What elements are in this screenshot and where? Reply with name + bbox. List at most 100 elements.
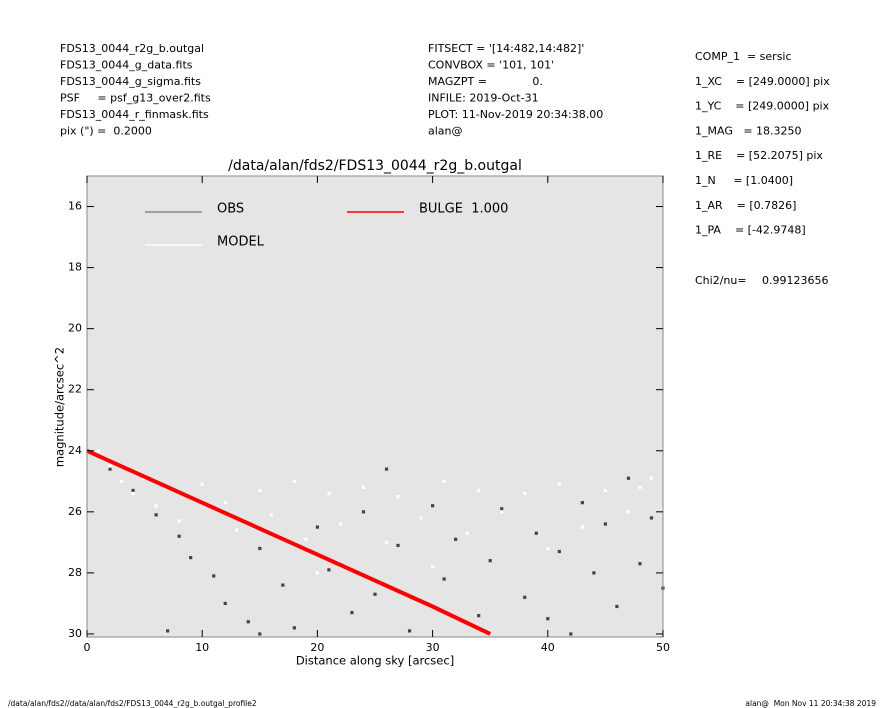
- data-point: [96, 449, 101, 453]
- plot-area: [87, 176, 663, 637]
- y-tick-label: 22: [68, 383, 82, 396]
- x-tick-label: 30: [426, 641, 440, 654]
- fit-parameter: 1_AR = [0.7826]: [695, 199, 796, 212]
- data-point: [292, 626, 296, 630]
- x-tick-label: 10: [195, 641, 209, 654]
- data-point: [384, 540, 389, 544]
- data-point: [477, 488, 481, 493]
- data-point: [546, 546, 550, 551]
- data-point: [396, 494, 400, 499]
- data-point: [442, 577, 446, 581]
- x-tick-label: 40: [541, 641, 555, 654]
- data-point: [431, 565, 435, 569]
- data-point: [500, 507, 504, 511]
- data-point: [177, 534, 181, 538]
- data-point: [373, 592, 377, 596]
- data-point: [534, 531, 538, 535]
- header-left-line: FDS13_0044_r_finmask.fits: [60, 108, 209, 121]
- y-tick-label: 18: [68, 261, 82, 274]
- data-point: [649, 476, 654, 480]
- data-point: [419, 516, 423, 520]
- y-tick-label: 30: [68, 627, 82, 640]
- data-point: [189, 556, 193, 560]
- header-middle-line: CONVBOX = '101, 101': [428, 59, 554, 72]
- header-left-line: PSF = psf_g13_over2.fits: [60, 92, 211, 105]
- fit-parameter: 1_YC = [249.0000] pix: [695, 100, 830, 113]
- data-point: [569, 632, 573, 636]
- fit-parameter: 1_XC = [249.0000] pix: [695, 75, 830, 88]
- data-point: [431, 504, 435, 508]
- data-point: [361, 485, 366, 490]
- header-middle-line: alan@: [428, 125, 463, 138]
- data-point: [108, 464, 112, 468]
- data-point: [327, 491, 331, 496]
- fit-parameter: 1_MAG = 18.3250: [695, 124, 802, 137]
- data-point: [638, 562, 642, 566]
- y-axis-label: magnitude/arcsec^2: [53, 347, 67, 467]
- header-middle-line: FITSECT = '[14:482,14:482]': [428, 42, 584, 55]
- fit-parameter: 1_RE = [52.2075] pix: [695, 149, 823, 162]
- x-tick-label: 20: [310, 641, 324, 654]
- x-tick-label: 50: [656, 641, 670, 654]
- data-point: [465, 531, 469, 535]
- y-tick-label: 20: [68, 322, 82, 335]
- data-point: [154, 513, 158, 517]
- data-point: [269, 513, 273, 517]
- header-left-line: FDS13_0044_g_sigma.fits: [60, 75, 201, 88]
- y-tick-label: 24: [68, 444, 82, 457]
- data-point: [442, 479, 446, 483]
- data-point: [315, 525, 319, 529]
- data-point: [177, 519, 181, 523]
- data-point: [454, 537, 458, 541]
- fit-parameter: 1_N = [1.0400]: [695, 174, 793, 187]
- data-point: [223, 601, 227, 606]
- data-point: [258, 546, 262, 551]
- fit-parameter: 1_PA = [-42.9748]: [695, 224, 806, 237]
- data-point: [615, 604, 619, 609]
- y-tick-label: 28: [68, 566, 82, 579]
- data-point: [108, 467, 112, 471]
- footer-left: /data/alan/fds2//data/alan/fds2/FDS13_00…: [8, 699, 257, 708]
- data-point: [119, 479, 124, 483]
- data-point: [500, 510, 504, 514]
- data-point: [131, 488, 135, 493]
- data-point: [154, 504, 158, 508]
- data-point: [488, 559, 492, 563]
- chart-title: /data/alan/fds2/FDS13_0044_r2g_b.outgal: [228, 158, 522, 174]
- model-line: [86, 448, 492, 636]
- header-left-line: pix (") = 0.2000: [60, 125, 152, 138]
- data-point: [626, 510, 631, 514]
- data-point: [603, 488, 607, 493]
- data-point: [384, 467, 389, 471]
- y-tick-label: 16: [68, 200, 82, 213]
- x-axis-label: Distance along sky [arcsec]: [296, 654, 454, 668]
- data-point: [477, 614, 481, 618]
- data-point: [235, 528, 239, 532]
- chi2-label: Chi2/nu=: [695, 274, 747, 287]
- data-point: [580, 525, 584, 529]
- data-point: [166, 629, 170, 633]
- fit-parameter: COMP_1 = sersic: [695, 50, 792, 63]
- data-point: [396, 543, 400, 548]
- header-middle-line: PLOT: 11-Nov-2019 20:34:38.00: [428, 108, 603, 121]
- data-point: [200, 482, 204, 486]
- data-point: [315, 571, 319, 575]
- plot-frame: [86, 175, 664, 638]
- data-point: [592, 571, 596, 575]
- footer-right: alan@ Mon Nov 11 20:34:38 2019: [745, 699, 876, 708]
- data-point: [546, 617, 550, 621]
- data-point: [557, 549, 561, 554]
- data-point: [638, 485, 642, 490]
- legend-label: OBS: [217, 202, 244, 217]
- data-point: [580, 501, 584, 505]
- data-point: [407, 629, 412, 633]
- data-point: [603, 522, 607, 526]
- x-tick-label: 0: [84, 641, 91, 654]
- data-point: [327, 568, 331, 572]
- data-point: [649, 516, 654, 520]
- data-point: [246, 620, 250, 624]
- data-point: [292, 479, 296, 483]
- data-point: [350, 610, 354, 615]
- header-middle-line: MAGZPT = 0.: [428, 75, 543, 88]
- data-point: [557, 482, 561, 486]
